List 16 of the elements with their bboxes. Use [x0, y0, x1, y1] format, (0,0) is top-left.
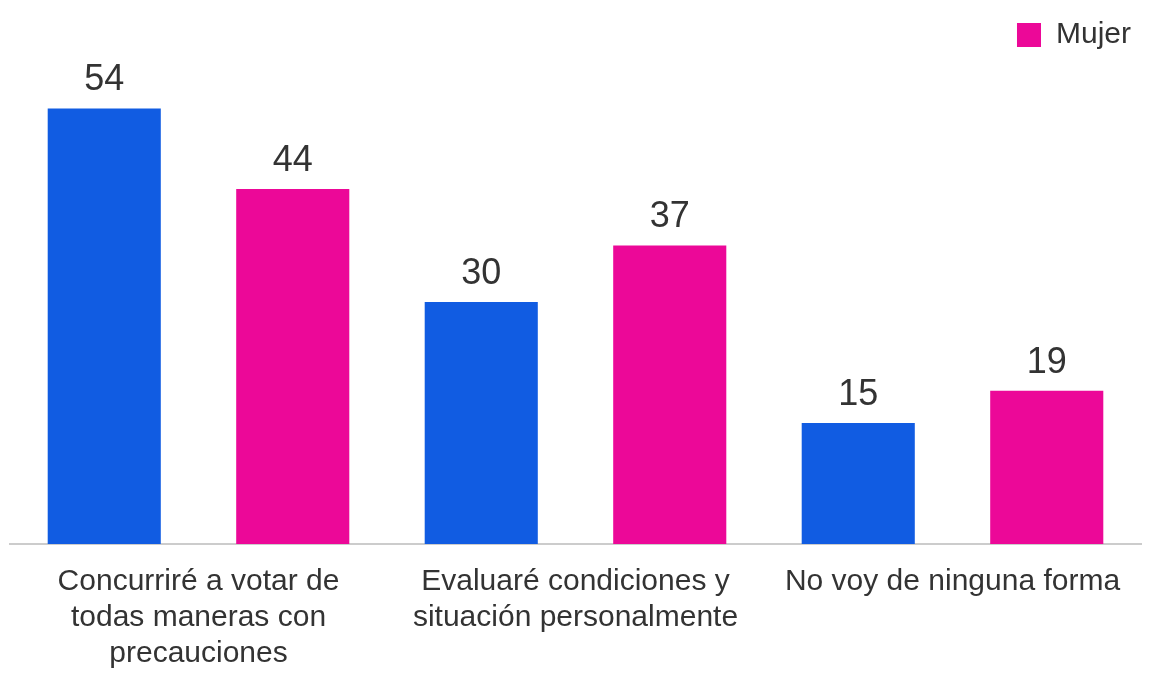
- data-label: 37: [649, 194, 690, 236]
- data-label: 54: [84, 57, 125, 99]
- data-label: 30: [461, 250, 502, 292]
- bar: [47, 108, 161, 544]
- bar: [236, 189, 350, 544]
- x-tick-label: No voy de ninguna forma: [784, 563, 1121, 597]
- bar: [424, 302, 538, 544]
- data-label: 19: [1026, 339, 1067, 381]
- x-tick-label: Concurriré a votar de todas maneras con precauciones: [57, 563, 340, 669]
- data-label: 44: [272, 137, 313, 179]
- x-tick-label: Evaluaré condiciones y situación personalmente: [412, 563, 739, 633]
- legend-label: Mujer: [1055, 16, 1132, 50]
- bar: [613, 245, 727, 544]
- bar: [990, 390, 1104, 544]
- bar: [801, 423, 915, 544]
- data-label: 15: [838, 371, 879, 413]
